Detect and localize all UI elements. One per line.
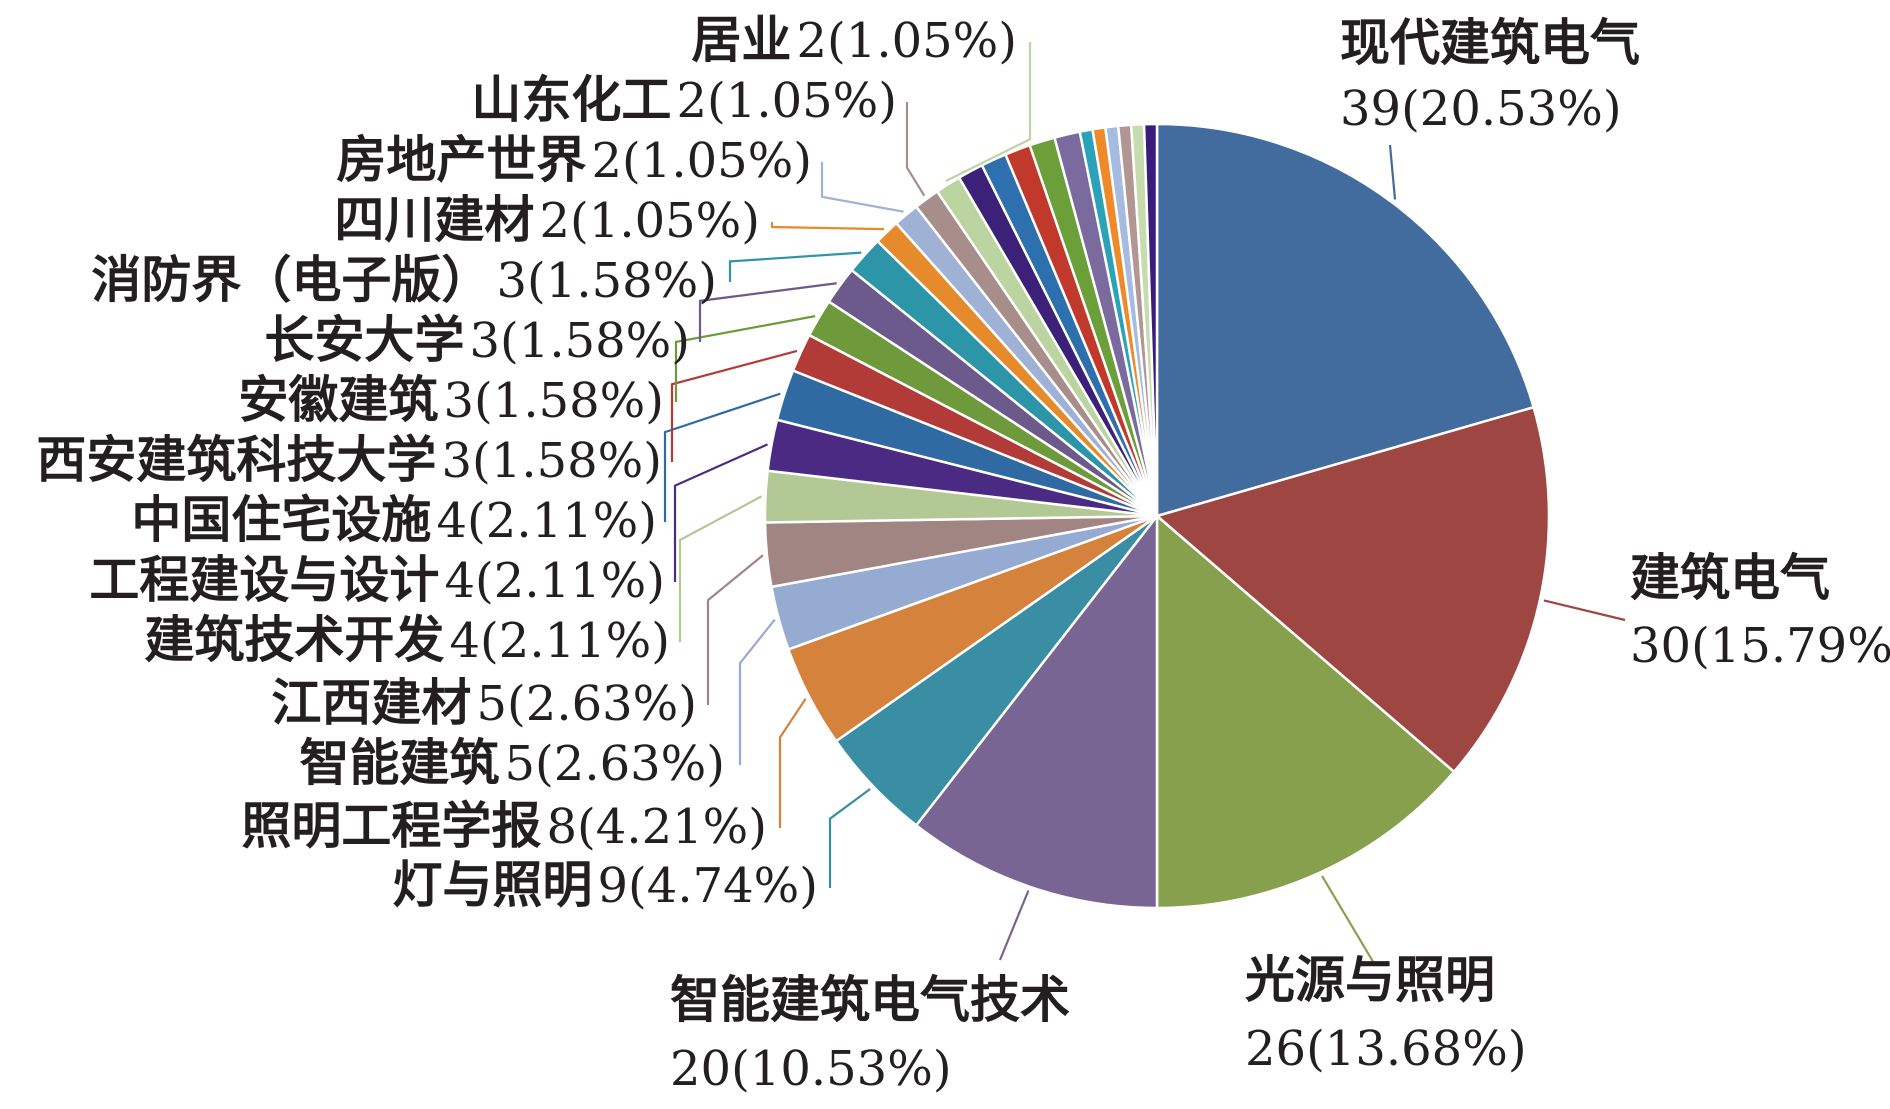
slice-label-value: 8(4.21%) (547, 799, 767, 855)
slice-label: 居业 2(1.05%) (691, 10, 1017, 69)
slice-label: 西安建筑科技大学 3(1.58%) (36, 430, 662, 489)
slice-label: 现代建筑电气 (1340, 13, 1640, 72)
slice-label-name: 山东化工 (471, 70, 671, 129)
slice-label-name: 安徽建筑 (238, 370, 438, 429)
slice-label-name: 西安建筑科技大学 (36, 430, 436, 489)
slice-label: 工程建设与设计 4(2.11%) (89, 550, 665, 609)
leader-line (738, 618, 776, 765)
leader-line (905, 102, 926, 197)
slice-label-value: 2(1.05%) (540, 193, 760, 249)
slice-value-label: 26(13.68%) (1245, 1021, 1527, 1077)
slice-label: 房地产世界 2(1.05%) (336, 130, 812, 189)
slice-label-value: 5(2.63%) (477, 676, 697, 732)
slice-label: 安徽建筑 3(1.58%) (238, 370, 664, 429)
leader-line (770, 222, 885, 231)
slice-label: 四川建材 2(1.05%) (334, 190, 760, 249)
slice-label-value: 2(1.05%) (592, 133, 812, 189)
leader-line (778, 698, 807, 828)
slice-label-name: 智能建筑 (299, 733, 499, 792)
leader-line (828, 788, 871, 888)
slice-label: 智能建筑电气技术 (670, 970, 1070, 1029)
slice-label-name: 工程建设与设计 (89, 550, 439, 609)
leader-line (998, 890, 1030, 961)
slice-label-name: 建筑技术开发 (144, 610, 444, 669)
slice-label-name: 消防界（电子版） (91, 250, 491, 309)
data-labels: 现代建筑电气 39(20.53%) 建筑电气 30(15.79%) 光源与照明 26(13… (36, 10, 1890, 1097)
pie-slices (763, 122, 1551, 910)
slice-label-value: 9(4.74%) (598, 858, 818, 914)
slice-label-name: 四川建材 (334, 190, 534, 249)
leader-line (663, 392, 781, 522)
slice-label: 灯与照明 9(4.74%) (392, 855, 818, 914)
pie-slice (1155, 122, 1535, 518)
leader-line (670, 349, 798, 462)
slice-label: 长安大学 3(1.58%) (264, 310, 690, 369)
pie-slice (1155, 406, 1551, 774)
slice-label-name: 居业 (691, 10, 791, 69)
slice-label: 消防界（电子版） 3(1.58%) (91, 250, 717, 309)
slice-label: 建筑技术开发 4(2.11%) (144, 610, 670, 669)
leader-line (678, 495, 763, 642)
leader-line (1321, 875, 1376, 966)
leader-line (728, 251, 862, 282)
slice-label-value: 4(2.11%) (437, 493, 657, 549)
slice-label: 智能建筑 5(2.63%) (299, 733, 725, 792)
leader-line (698, 282, 837, 342)
slice-label-name: 照明工程学报 (241, 796, 541, 855)
slice-label: 山东化工 2(1.05%) (471, 70, 897, 129)
slice-label: 建筑电气 (1630, 548, 1830, 607)
slice-label: 照明工程学报 8(4.21%) (241, 796, 767, 855)
slice-label-value: 3(1.58%) (444, 373, 664, 429)
leader-line (820, 162, 904, 213)
slice-label-value: 3(1.58%) (497, 253, 717, 309)
pie-slice (1142, 122, 1159, 518)
slice-label: 光源与照明 (1245, 950, 1495, 1009)
slice-label-name: 江西建材 (271, 673, 471, 732)
slice-label-name: 房地产世界 (336, 130, 586, 189)
slice-label: 中国住宅设施 4(2.11%) (131, 490, 657, 549)
slice-label-name: 中国住宅设施 (131, 490, 431, 549)
leader-line (1388, 144, 1397, 200)
leader-line (945, 42, 1032, 182)
slice-label: 江西建材 5(2.63%) (271, 673, 697, 732)
leader-lines (663, 42, 1626, 966)
leader-line (674, 315, 816, 402)
pie-slice (914, 514, 1159, 910)
slice-label-value: 2(1.05%) (797, 13, 1017, 69)
leader-line (706, 554, 764, 705)
slice-value-label: 30(15.79%) (1630, 618, 1890, 674)
slice-label-name: 灯与照明 (392, 855, 592, 914)
pie-slice (1155, 514, 1456, 910)
slice-label-name: 长安大学 (264, 310, 464, 369)
slice-label-value: 3(1.58%) (470, 313, 690, 369)
slice-label-value: 2(1.05%) (677, 73, 897, 129)
slice-value-label: 20(10.53%) (670, 1041, 952, 1097)
leader-line (1543, 599, 1626, 622)
leader-line (673, 443, 768, 582)
slice-value-label: 39(20.53%) (1340, 81, 1622, 137)
slice-label-value: 3(1.58%) (442, 433, 662, 489)
slice-label-value: 5(2.63%) (505, 736, 725, 792)
slice-label-value: 4(2.11%) (445, 553, 665, 609)
slice-label-value: 4(2.11%) (450, 613, 670, 669)
